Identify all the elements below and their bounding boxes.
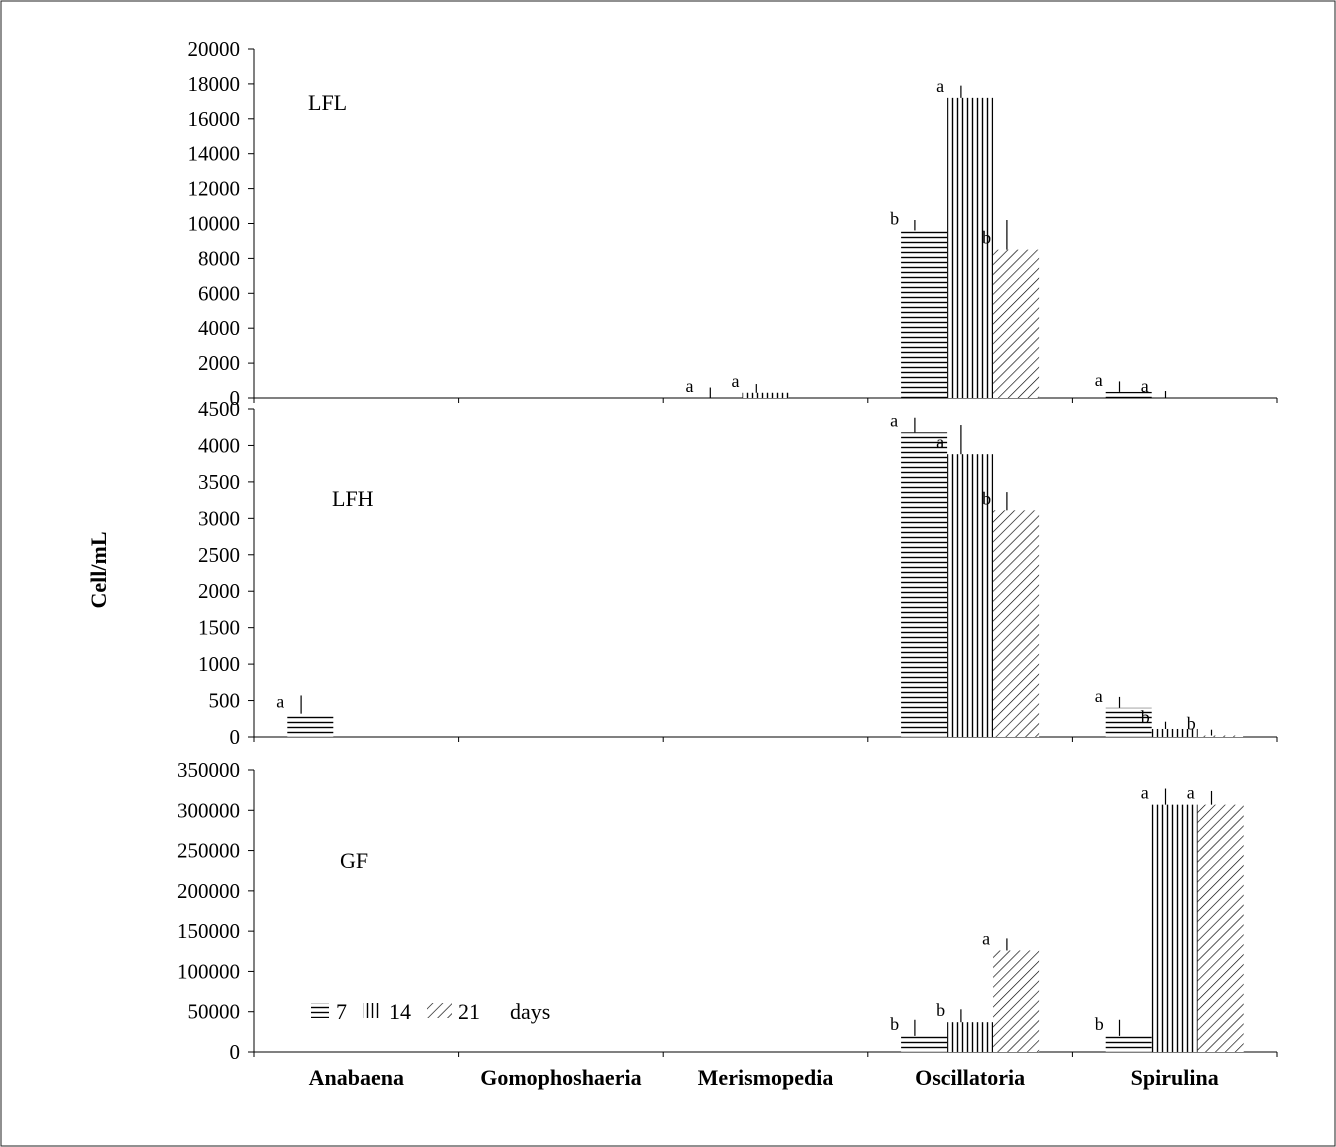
y-tick-label: 12000 [188, 177, 241, 201]
category-label-anabaena: Anabaena [309, 1065, 404, 1090]
bar-gf-oscillatoria-day14 [947, 1022, 994, 1052]
significance-letter: a [982, 928, 990, 948]
significance-letter: a [1095, 370, 1103, 390]
significance-letter: b [1095, 1014, 1104, 1034]
significance-letter: a [890, 410, 898, 430]
y-tick-label: 10000 [188, 212, 241, 236]
significance-letter: b [1141, 707, 1150, 727]
significance-letter: a [936, 76, 944, 96]
panel-lfl: 0 2000 4000 6000 8000 10000 12000 14000 16000 180… [188, 37, 1278, 410]
y-tick-label: 14000 [188, 142, 241, 166]
y-tick-label: 6000 [198, 281, 240, 305]
y-tick-label: 1000 [198, 652, 240, 676]
panel-label: GF [340, 848, 368, 873]
significance-letter: a [1141, 376, 1149, 396]
bar-lfl-oscillatoria-day21 [993, 249, 1040, 398]
bar-lfh-oscillatoria-day21 [993, 510, 1040, 737]
significance-letter: b [982, 488, 991, 508]
bar-gf-oscillatoria-day7 [901, 1035, 948, 1052]
category-label-merismopedia: Merismopedia [698, 1065, 834, 1090]
bar-gf-spirulina-day14 [1151, 804, 1198, 1052]
bar-lfl-oscillatoria-day7 [901, 230, 948, 398]
y-tick-label: 16000 [188, 107, 241, 131]
legend-swatch-21 [427, 1003, 452, 1018]
y-tick-label: 150000 [177, 919, 240, 943]
y-tick-label: 1500 [198, 616, 240, 640]
legend-unit: days [510, 999, 550, 1024]
y-tick-label: 2500 [198, 543, 240, 567]
legend-swatch-7 [311, 1003, 329, 1018]
legend-label-21: 21 [458, 999, 480, 1024]
y-tick-label: 500 [209, 689, 241, 713]
panel-lfh: 0 500 1000 1500 2000 2500 3000 3500 4000 4500 LFH a… [198, 397, 1278, 749]
bar-lfh-spirulina-day14 [1151, 728, 1198, 737]
bar-lfh-oscillatoria-day14 [947, 454, 994, 737]
chart-panels: 0200040006000800010000120001400016000180… [177, 37, 1278, 1064]
category-label-oscillatoria: Oscillatoria [915, 1065, 1025, 1090]
legend-swatch-14 [363, 1003, 381, 1018]
y-tick-label: 2000 [198, 351, 240, 375]
legend-label-7: 7 [336, 999, 347, 1024]
bar-lfh-anabaena-day7 [287, 713, 334, 737]
bar-gf-oscillatoria-day21 [993, 950, 1040, 1052]
panel-label: LFH [332, 486, 374, 511]
y-tick-label: 3500 [198, 470, 240, 494]
significance-letter: a [276, 692, 284, 712]
y-tick-label: 4000 [198, 316, 240, 340]
significance-letter: a [1095, 686, 1103, 706]
y-tick-label: 250000 [177, 839, 240, 863]
significance-letter: b [936, 1000, 945, 1020]
significance-letter: b [982, 228, 991, 248]
bar-gf-spirulina-day21 [1197, 804, 1244, 1052]
y-tick-label: 0 [230, 386, 241, 410]
significance-letter: b [890, 208, 899, 228]
y-tick-label: 4000 [198, 433, 240, 457]
bar-lfh-oscillatoria-day7 [901, 432, 948, 737]
y-tick-label: 8000 [198, 246, 240, 270]
y-tick-label: 0 [230, 1040, 241, 1064]
category-label-gomophoshaeria: Gomophoshaeria [480, 1065, 641, 1090]
bar-gf-spirulina-day7 [1105, 1035, 1152, 1052]
y-tick-label: 300000 [177, 798, 240, 822]
y-tick-label: 3000 [198, 506, 240, 530]
significance-letter: a [1141, 783, 1149, 803]
y-tick-label: 350000 [177, 758, 240, 782]
significance-letter: a [686, 376, 694, 396]
significance-letter: a [936, 432, 944, 452]
significance-letter: b [1187, 714, 1196, 734]
y-tick-label: 4500 [198, 397, 240, 421]
y-tick-label: 50000 [188, 1000, 241, 1024]
significance-letter: b [890, 1014, 899, 1034]
y-tick-label: 20000 [188, 37, 241, 61]
y-tick-label: 0 [230, 725, 241, 749]
category-label-spirulina: Spirulina [1131, 1065, 1219, 1090]
y-axis-label: Cell/mL [86, 532, 111, 609]
bar-lfh-spirulina-day21 [1197, 735, 1244, 737]
legend: 7 14 21 days [311, 999, 550, 1024]
legend-label-14: 14 [389, 999, 411, 1024]
bar-lfl-oscillatoria-day14 [947, 97, 994, 399]
panel-label: LFL [308, 90, 347, 115]
bar-lfh-spirulina-day7 [1105, 707, 1152, 737]
y-tick-label: 200000 [177, 879, 240, 903]
y-tick-label: 18000 [188, 72, 241, 96]
y-tick-label: 100000 [177, 959, 240, 983]
significance-letter: a [732, 371, 740, 391]
y-tick-label: 2000 [198, 579, 240, 603]
bar-lfl-spirulina-day7 [1105, 391, 1152, 398]
panel-gf: 0 50000 100000 150000 200000 250000 300000 3500… [177, 758, 1278, 1064]
bar-lfl-merismopedia-day14 [742, 392, 789, 398]
category-labels: Anabaena Gomophoshaeria Merismopedia Oscill… [309, 1065, 1219, 1090]
significance-letter: a [1187, 783, 1195, 803]
